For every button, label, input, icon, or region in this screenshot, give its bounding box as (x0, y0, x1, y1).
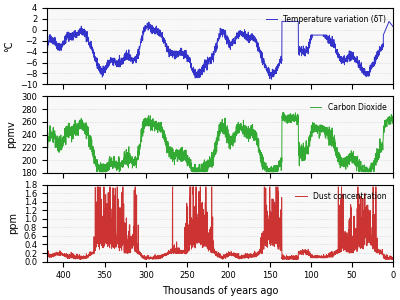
Legend: Dust concentration: Dust concentration (292, 189, 389, 204)
Y-axis label: ppm: ppm (8, 212, 18, 234)
Y-axis label: °C: °C (4, 40, 14, 52)
Legend: Carbon Dioxide: Carbon Dioxide (307, 100, 389, 115)
Legend: Temperature variation (δT): Temperature variation (δT) (263, 11, 389, 27)
Y-axis label: ppmv: ppmv (6, 121, 16, 148)
X-axis label: Thousands of years ago: Thousands of years ago (162, 286, 278, 296)
